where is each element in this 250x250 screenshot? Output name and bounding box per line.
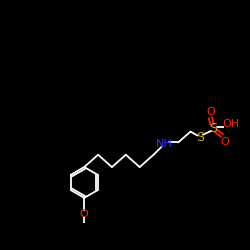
Text: O: O <box>80 209 88 219</box>
Text: OH: OH <box>223 119 240 129</box>
Text: O: O <box>206 108 215 118</box>
Text: NH: NH <box>156 139 173 149</box>
Text: O: O <box>220 137 229 147</box>
Text: S: S <box>210 122 218 135</box>
Text: S: S <box>196 131 204 144</box>
